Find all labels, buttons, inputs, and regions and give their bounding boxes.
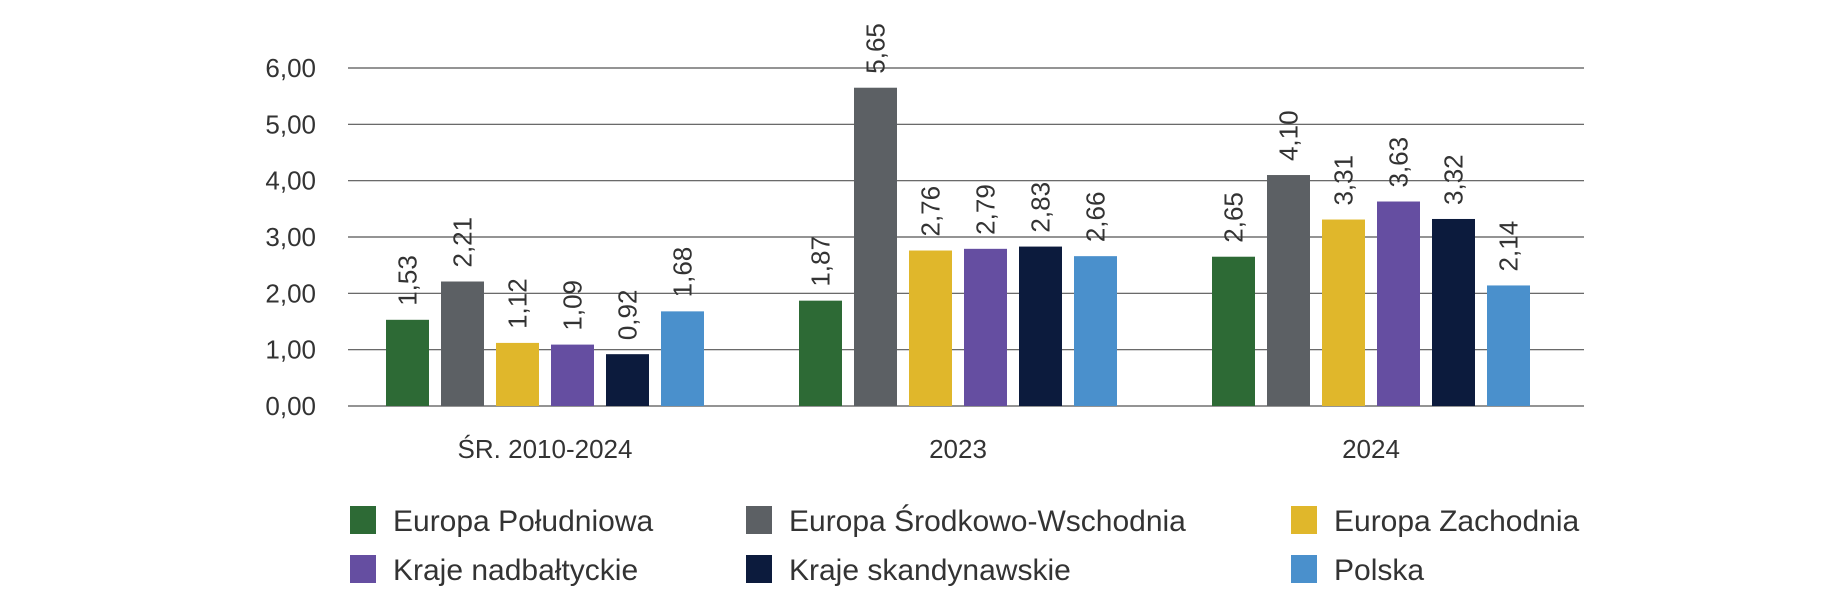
y-tick-label: 6,00 — [265, 53, 316, 83]
legend-item: Polska — [1291, 554, 1424, 587]
bar — [606, 354, 649, 406]
data-label: 3,63 — [1384, 137, 1414, 188]
legend-item: Europa Środkowo-Wschodnia — [746, 504, 1186, 538]
data-label: 5,65 — [861, 23, 891, 74]
legend-label: Europa Środkowo-Wschodnia — [789, 504, 1186, 538]
legend-label: Europa Zachodnia — [1334, 505, 1579, 538]
bar — [496, 342, 539, 406]
bar — [909, 250, 952, 406]
bar — [1074, 256, 1117, 406]
bar — [441, 281, 484, 406]
bar — [551, 344, 594, 406]
legend-item: Kraje nadbałtyckie — [350, 554, 638, 587]
bar — [1019, 246, 1062, 406]
legend-swatch — [1291, 555, 1317, 583]
data-labels: 1,53 1,87 2,65 2,21 5,65 4,10 1,12 2,76 3,31 1,09… — [393, 23, 1524, 340]
data-label: 4,10 — [1274, 110, 1304, 161]
y-tick-label: 0,00 — [265, 391, 316, 421]
data-label: 2,79 — [971, 184, 1001, 235]
legend-swatch — [746, 506, 772, 534]
x-category-label: 2024 — [1342, 434, 1400, 464]
y-tick-label: 5,00 — [265, 109, 316, 139]
data-label: 2,14 — [1494, 221, 1524, 272]
bar — [1377, 201, 1420, 406]
x-category-label: ŚR. 2010-2024 — [458, 434, 633, 464]
bar — [1432, 218, 1475, 406]
data-label: 3,32 — [1439, 154, 1469, 205]
bar — [1322, 219, 1365, 406]
legend-item: Kraje skandynawskie — [746, 554, 1071, 587]
data-label: 2,76 — [916, 186, 946, 237]
data-label: 2,65 — [1219, 192, 1249, 243]
data-label: 1,87 — [806, 236, 836, 287]
bar — [964, 248, 1007, 406]
data-label: 1,09 — [558, 280, 588, 331]
y-tick-label: 4,00 — [265, 166, 316, 196]
legend-item: Europa Południowa — [350, 505, 654, 538]
legend-swatch — [1291, 506, 1317, 534]
data-label: 2,66 — [1081, 192, 1111, 243]
x-category-label: 2023 — [929, 434, 987, 464]
bars — [386, 87, 1530, 406]
y-tick-label: 3,00 — [265, 222, 316, 252]
bar — [386, 319, 429, 406]
legend-label: Kraje skandynawskie — [789, 554, 1071, 587]
data-label: 1,68 — [668, 247, 698, 298]
legend-swatch — [746, 555, 772, 583]
x-axis-categories: ŚR. 2010-2024 2023 2024 — [458, 434, 1400, 464]
legend-label: Europa Południowa — [393, 505, 654, 538]
legend: Europa Południowa Europa Środkowo-Wschodn… — [350, 504, 1579, 587]
bar — [854, 87, 897, 406]
data-label: 2,21 — [448, 217, 478, 268]
y-tick-label: 2,00 — [265, 278, 316, 308]
data-label: 0,92 — [613, 290, 643, 341]
legend-item: Europa Zachodnia — [1291, 505, 1579, 538]
y-axis-ticks: 0,00 1,00 2,00 3,00 4,00 5,00 6,00 — [265, 53, 316, 421]
bar — [799, 300, 842, 406]
legend-swatch — [350, 506, 376, 534]
legend-label: Polska — [1334, 554, 1424, 587]
legend-label: Kraje nadbałtyckie — [393, 554, 638, 587]
bar — [1212, 256, 1255, 406]
data-label: 1,12 — [503, 278, 533, 329]
bar — [1267, 175, 1310, 406]
y-tick-label: 1,00 — [265, 335, 316, 365]
legend-swatch — [350, 555, 376, 583]
data-label: 2,83 — [1026, 182, 1056, 233]
bar — [661, 311, 704, 406]
bar — [1487, 285, 1530, 406]
data-label: 3,31 — [1329, 155, 1359, 206]
data-label: 1,53 — [393, 255, 423, 306]
